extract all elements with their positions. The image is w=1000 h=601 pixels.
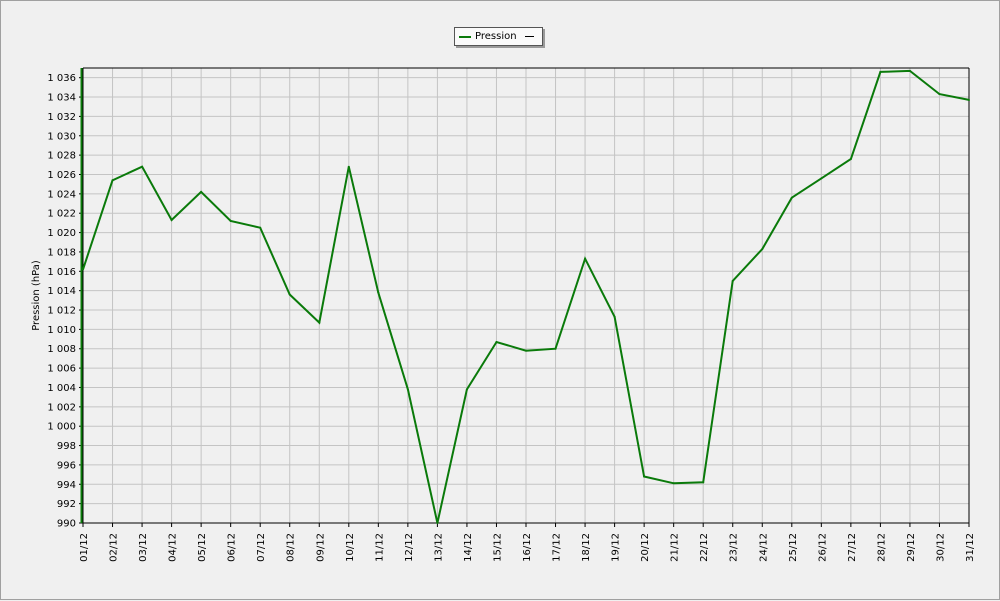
x-tick-label: 30/12: [935, 533, 946, 562]
y-tick-label: 996: [57, 460, 76, 471]
x-tick-label: 21/12: [670, 533, 681, 562]
y-tick-label: 994: [57, 480, 76, 491]
y-tick-label: 1 032: [47, 112, 76, 123]
x-tick-label: 20/12: [640, 533, 651, 562]
x-tick-label: 15/12: [492, 533, 503, 562]
data-point: [672, 482, 675, 485]
x-tick-label: 25/12: [788, 533, 799, 562]
y-tick-label: 1 004: [47, 383, 76, 394]
data-point: [790, 196, 793, 199]
data-point: [761, 248, 764, 251]
data-point: [820, 177, 823, 180]
data-point: [229, 219, 232, 222]
legend-dash-icon: [524, 36, 534, 37]
x-tick-label: 27/12: [847, 533, 858, 562]
legend-label-pression: Pression: [475, 31, 517, 42]
x-tick-label: 24/12: [758, 533, 769, 562]
data-point: [259, 226, 262, 229]
x-tick-label: 04/12: [168, 533, 179, 562]
data-point: [288, 293, 291, 296]
y-tick-label: 1 006: [47, 364, 76, 375]
x-tick-label: 16/12: [522, 533, 533, 562]
x-tick-label: 29/12: [906, 533, 917, 562]
x-tick-label: 26/12: [817, 533, 828, 562]
x-tick-label: 14/12: [463, 533, 474, 562]
y-tick-label: 1 012: [47, 306, 76, 317]
x-tick-label: 09/12: [315, 533, 326, 562]
y-tick-label: 1 028: [47, 151, 76, 162]
data-point: [436, 522, 439, 524]
x-tick-label: 06/12: [227, 533, 238, 562]
data-point: [141, 165, 144, 168]
legend: Pression: [454, 27, 543, 46]
y-tick-label: 1 008: [47, 344, 76, 355]
y-axis-label: Pression (hPa): [31, 260, 42, 331]
y-tick-label: 992: [57, 499, 76, 510]
y-tick-label: 1 020: [47, 228, 76, 239]
x-tick-label: 11/12: [374, 533, 385, 562]
data-point: [643, 475, 646, 478]
y-tick-label: 998: [57, 441, 76, 452]
x-tick-label: 05/12: [197, 533, 208, 562]
legend-swatch-pression: [459, 35, 471, 38]
data-point: [82, 268, 84, 271]
y-tick-label: 1 034: [47, 93, 76, 104]
y-tick-label: 1 026: [47, 170, 76, 181]
y-tick-label: 1 030: [47, 131, 76, 142]
x-tick-label: 22/12: [699, 533, 710, 562]
data-point: [554, 347, 557, 350]
y-tick-label: 1 014: [47, 286, 76, 297]
x-tick-label: 12/12: [404, 533, 415, 562]
data-point: [702, 481, 705, 484]
x-tick-label: 10/12: [345, 533, 356, 562]
data-point: [200, 190, 203, 193]
y-tick-label: 1 022: [47, 209, 76, 220]
data-point: [938, 93, 941, 96]
data-point: [406, 388, 409, 391]
data-point: [879, 70, 882, 73]
x-tick-label: 01/12: [79, 533, 90, 562]
data-point: [495, 340, 498, 343]
data-point: [731, 279, 734, 282]
data-point: [584, 257, 587, 260]
y-tick-label: 990: [57, 519, 76, 530]
x-tick-label: 28/12: [876, 533, 887, 562]
y-tick-label: 1 036: [47, 73, 76, 84]
x-tick-label: 07/12: [256, 533, 267, 562]
x-tick-label: 08/12: [286, 533, 297, 562]
data-point: [613, 315, 616, 318]
y-tick-label: 1 018: [47, 247, 76, 258]
data-point: [170, 218, 173, 221]
data-point: [908, 69, 911, 72]
data-point: [347, 165, 350, 168]
x-tick-label: 03/12: [138, 533, 149, 562]
y-tick-label: 1 002: [47, 402, 76, 413]
data-point: [525, 349, 527, 352]
x-tick-label: 31/12: [965, 533, 976, 562]
data-point: [849, 158, 852, 160]
x-tick-label: 18/12: [581, 533, 592, 562]
y-tick-label: 1 016: [47, 267, 76, 278]
x-tick-label: 13/12: [433, 533, 444, 562]
x-tick-label: 02/12: [109, 533, 120, 562]
data-point: [465, 388, 468, 391]
data-point: [968, 98, 970, 101]
y-tick-label: 1 010: [47, 325, 76, 336]
data-point: [111, 179, 114, 182]
y-tick-label: 1 024: [47, 189, 76, 200]
x-tick-label: 17/12: [552, 533, 563, 562]
data-point: [318, 321, 321, 324]
data-point: [377, 291, 380, 294]
x-tick-label: 23/12: [729, 533, 740, 562]
x-tick-label: 19/12: [611, 533, 622, 562]
y-tick-label: 1 000: [47, 422, 76, 433]
